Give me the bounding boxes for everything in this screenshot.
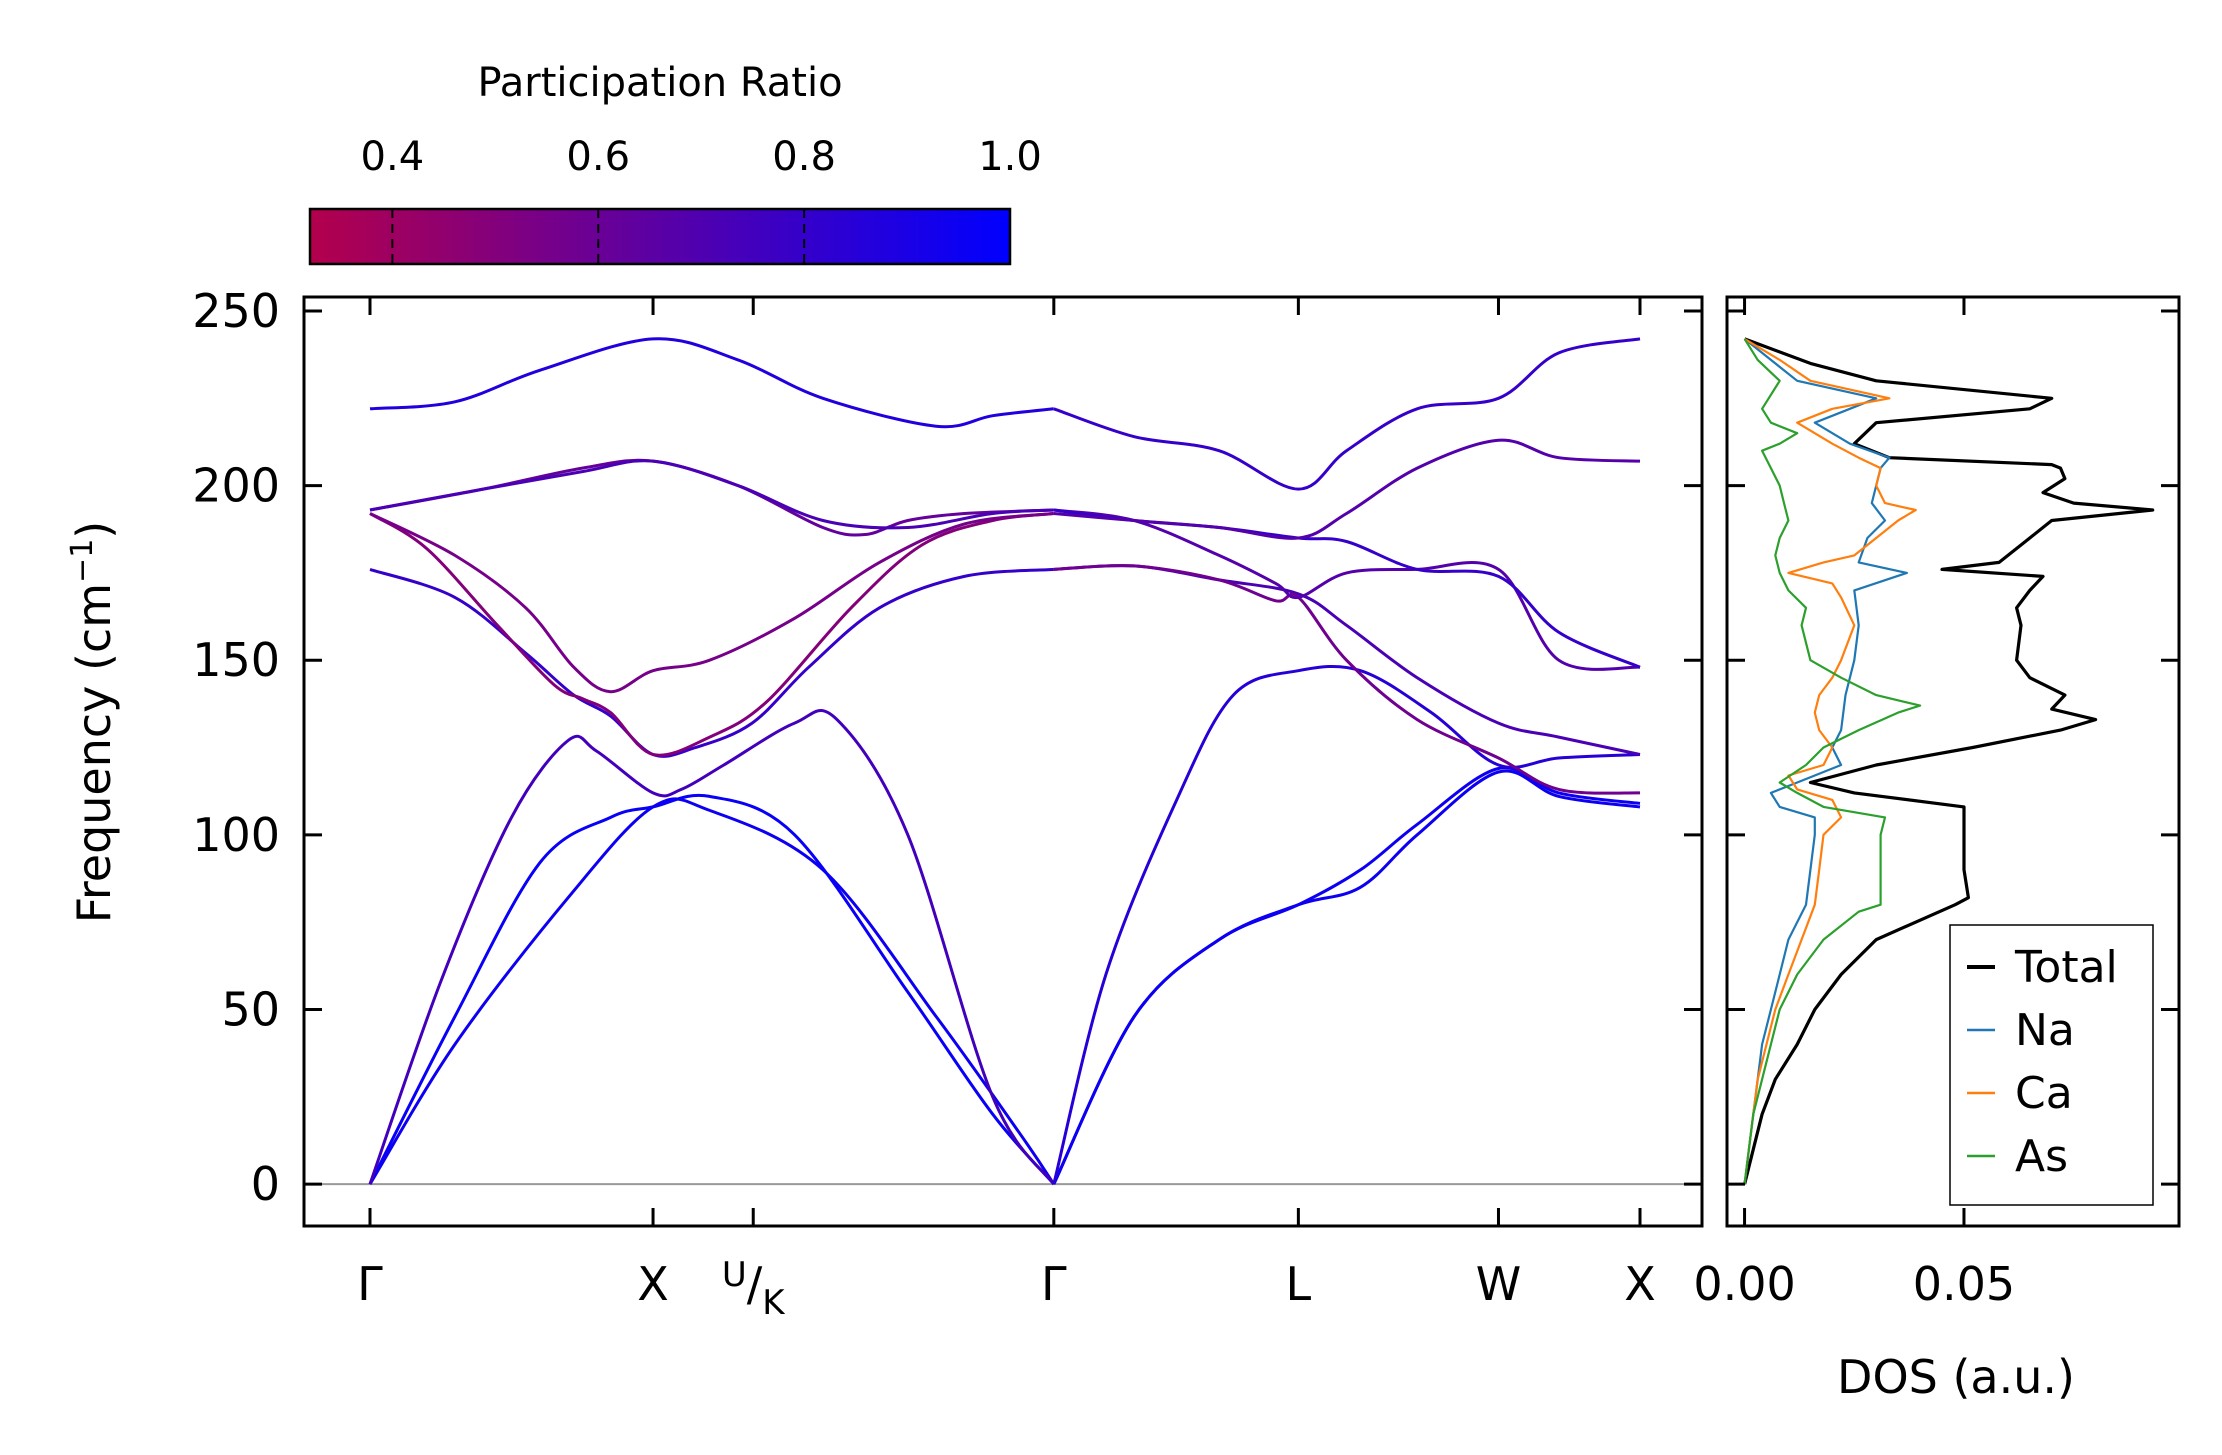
legend-label-as: As (2015, 1131, 2068, 1182)
band-line-band10 (1052, 769, 1641, 1185)
band-line-band11 (1052, 766, 1641, 1185)
x-tick-label: Γ (357, 1257, 383, 1311)
x-tick-label: U/K (722, 1255, 786, 1323)
legend-label-ca: Ca (2015, 1068, 2073, 1119)
band-line-band2 (368, 793, 1055, 1186)
band-line-band7 (369, 458, 1054, 537)
band-structure-panel: 0 50 100 150 200 250 Γ X U/K Γ L W X Frequency (cm−… (65, 284, 1704, 1323)
dos-line-na (1743, 338, 1908, 1185)
colorbar-tick-label: 0.6 (566, 134, 630, 180)
x-tick-label: X (637, 1257, 669, 1311)
dos-x-tick-label: 0.00 (1693, 1257, 1795, 1311)
y-tick-label: 200 (192, 459, 280, 513)
dos-x-axis-title: DOS (a.u.) (1837, 1350, 2075, 1404)
legend-label-total: Total (2014, 942, 2118, 993)
y-axis-title: Frequency (cm−1) (65, 521, 121, 924)
x-tick-label: Γ (1041, 1257, 1067, 1311)
band-line-band17 (1053, 438, 1641, 540)
band-line-band16 (1053, 508, 1641, 669)
band-line-band6 (369, 512, 1054, 694)
x-tick-label: W (1476, 1257, 1521, 1311)
colorbar-title: Participation Ratio (477, 60, 842, 106)
band-line-band12 (1052, 665, 1641, 1185)
x-tick-label: X (1624, 1257, 1656, 1311)
dos-panel: 0.00 0.05 DOS (a.u.) Total Na Ca As (1693, 295, 2181, 1404)
dos-line-as (1743, 338, 1922, 1185)
legend-box (1949, 924, 2154, 1206)
band-line-band8 (369, 459, 1054, 530)
dos-x-tick-label: 0.05 (1913, 1257, 2015, 1311)
legend: Total Na Ca As (1949, 924, 2154, 1206)
y-tick-label: 150 (192, 633, 280, 687)
colorbar-tick-label: 0.4 (361, 134, 425, 180)
colorbar-tick-label: 1.0 (978, 134, 1042, 180)
band-line-band9 (369, 337, 1054, 429)
band-line-band14 (1053, 564, 1641, 795)
x-tick-label: L (1286, 1257, 1312, 1311)
dos-line-total (1743, 337, 2155, 1185)
colorbar-gradient (308, 207, 1012, 266)
band-axes-frame (302, 295, 1704, 1228)
band-line-band3 (368, 709, 1056, 1185)
legend-label-na: Na (2015, 1005, 2075, 1056)
band-line-band18 (1053, 337, 1641, 491)
dos-line-ca (1743, 337, 1917, 1185)
band-line-band15 (1053, 508, 1641, 671)
y-tick-label: 100 (192, 808, 280, 862)
colorbar-tick-label: 0.8 (772, 134, 836, 180)
y-tick-label: 0 (251, 1157, 280, 1211)
y-tick-label: 50 (221, 982, 280, 1036)
dos-axes-frame (1725, 295, 2181, 1228)
y-tick-label: 250 (192, 284, 280, 338)
band-line-band1 (368, 797, 1056, 1185)
colorbar: Participation Ratio 0.4 0.6 0.8 1.0 (308, 60, 1042, 266)
band-line-band5 (369, 512, 1054, 757)
